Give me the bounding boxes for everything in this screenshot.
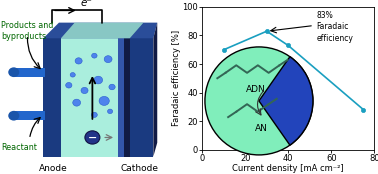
Polygon shape — [43, 23, 157, 38]
Circle shape — [205, 47, 313, 155]
Polygon shape — [124, 38, 130, 157]
Wedge shape — [259, 57, 313, 145]
Circle shape — [91, 112, 97, 117]
Text: −: − — [88, 132, 97, 143]
Polygon shape — [153, 23, 157, 157]
Circle shape — [109, 84, 115, 90]
Circle shape — [73, 99, 81, 106]
Text: Reactant: Reactant — [1, 143, 37, 152]
Text: ADN: ADN — [246, 85, 266, 94]
Circle shape — [81, 87, 88, 94]
Text: AN: AN — [255, 124, 268, 133]
Circle shape — [8, 67, 19, 77]
FancyBboxPatch shape — [14, 111, 45, 120]
Text: Cathode: Cathode — [121, 164, 158, 173]
Polygon shape — [130, 38, 153, 157]
Y-axis label: Faradaic efficiency [%]: Faradaic efficiency [%] — [172, 30, 181, 126]
Circle shape — [99, 96, 109, 105]
Circle shape — [8, 111, 19, 121]
Circle shape — [75, 58, 82, 64]
Circle shape — [85, 131, 100, 144]
Circle shape — [94, 76, 102, 84]
Text: e⁻: e⁻ — [81, 0, 93, 8]
X-axis label: Current density [mA cm⁻²]: Current density [mA cm⁻²] — [232, 164, 344, 173]
FancyBboxPatch shape — [14, 68, 45, 77]
Circle shape — [104, 56, 112, 63]
Polygon shape — [118, 38, 124, 157]
Circle shape — [91, 53, 97, 58]
Circle shape — [66, 82, 72, 88]
Text: Anode: Anode — [39, 164, 67, 173]
Polygon shape — [61, 38, 130, 157]
Circle shape — [70, 73, 75, 77]
Circle shape — [107, 109, 113, 114]
Text: 83%
Faradaic
efficiency: 83% Faradaic efficiency — [316, 11, 353, 43]
Text: Products and
byproducts: Products and byproducts — [1, 21, 53, 41]
Polygon shape — [61, 23, 144, 38]
Polygon shape — [43, 38, 61, 157]
